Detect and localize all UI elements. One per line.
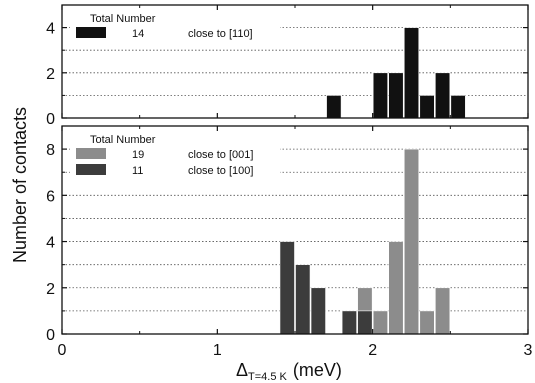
legend-title: Total Number: [90, 13, 156, 25]
x-tick-label: 1: [213, 342, 222, 359]
bar: [326, 95, 342, 119]
x-axis-label: ΔT=4.5 K (meV): [236, 360, 342, 383]
bar: [295, 264, 311, 335]
y-tick-label: 0: [46, 111, 55, 128]
y-tick-label: 0: [46, 327, 55, 344]
legend-label: close to [100]: [188, 165, 253, 177]
legend-swatch: [76, 148, 106, 159]
bar: [403, 148, 420, 335]
bar: [310, 287, 326, 335]
legend-count: 14: [132, 28, 144, 40]
y-axis-label: Number of contacts: [10, 107, 30, 263]
y-tick-label: 2: [46, 66, 55, 83]
bar: [341, 310, 357, 335]
legend-label: close to [110]: [188, 28, 253, 40]
bar: [434, 287, 451, 335]
legend-title: Total Number: [90, 134, 156, 146]
x-axis-label-symbol: Δ: [236, 360, 248, 380]
y-tick-label: 2: [46, 281, 55, 298]
bar: [372, 72, 388, 119]
legend-label: close to [001]: [188, 149, 253, 161]
x-axis-label-subscript: T=4.5 K: [248, 371, 287, 383]
y-tick-label: 8: [46, 142, 55, 159]
y-tick-label: 4: [46, 21, 55, 38]
bar: [372, 310, 388, 335]
bar: [403, 27, 420, 119]
y-tick-label: 6: [46, 188, 55, 205]
bar: [419, 95, 435, 119]
bar: [419, 310, 435, 335]
legend-count: 19: [132, 149, 144, 161]
bar: [450, 95, 466, 119]
x-tick-label: 2: [368, 342, 377, 359]
bar: [388, 241, 404, 335]
y-tick-label: 4: [46, 235, 55, 252]
x-tick-label: 3: [524, 342, 533, 359]
x-axis-label-unit: (meV): [293, 360, 342, 380]
bar: [357, 310, 373, 335]
legend-swatch: [76, 164, 106, 175]
bar: [279, 241, 295, 335]
x-tick-label: 0: [58, 342, 67, 359]
legend-count: 11: [132, 165, 143, 177]
legend-swatch: [76, 27, 106, 38]
bar: [388, 72, 404, 119]
bar: [434, 72, 451, 119]
